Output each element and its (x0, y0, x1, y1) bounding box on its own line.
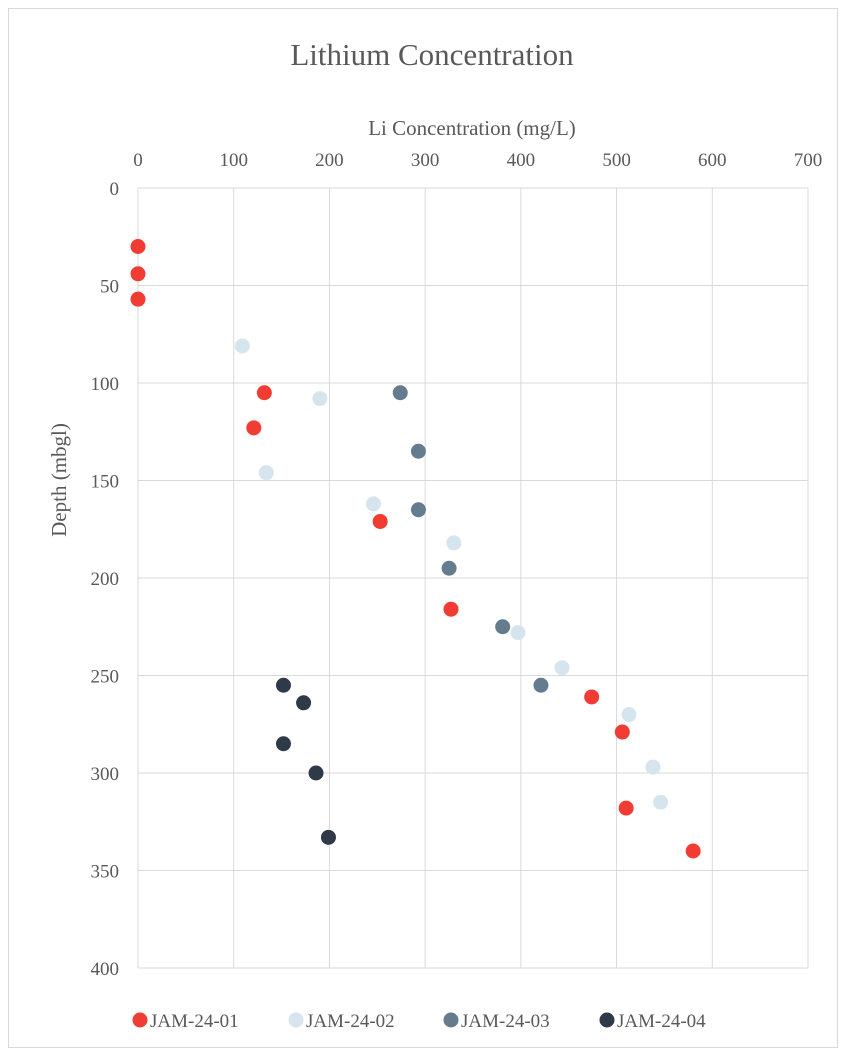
gridlines (137, 187, 809, 969)
y-tick-label: 100 (91, 374, 120, 395)
legend-item: JAM-24-03 (443, 1011, 550, 1032)
data-point (621, 707, 637, 722)
y-tick-label: 150 (91, 472, 120, 493)
data-point (365, 496, 381, 512)
data-point (443, 601, 459, 617)
y-tick-label: 400 (91, 959, 120, 980)
data-point (258, 465, 274, 481)
x-tick-label: 700 (794, 150, 823, 171)
series-jam-24-03 (392, 385, 549, 693)
data-point (685, 843, 701, 859)
legend-marker (443, 1012, 459, 1028)
data-point (392, 385, 408, 401)
data-point (495, 619, 511, 635)
series-jam-24-02 (234, 338, 669, 810)
data-point (130, 291, 146, 307)
data-point (296, 695, 312, 711)
y-tick-label: 50 (100, 277, 119, 298)
x-tick-labels: 0 100 200 300 400 500 600 700 (133, 150, 822, 171)
legend-label: JAM-24-01 (150, 1011, 239, 1032)
y-tick-label: 0 (110, 179, 120, 200)
x-tick-label: 500 (602, 150, 631, 171)
y-tick-label: 200 (91, 569, 120, 590)
x-tick-label: 200 (315, 150, 344, 171)
series-jam-24-04 (275, 677, 336, 845)
data-point (275, 736, 291, 752)
data-point (320, 829, 336, 845)
legend-marker (288, 1012, 304, 1028)
data-point (130, 266, 146, 282)
data-point (618, 800, 634, 816)
y-axis-title: Depth (mbgl) (47, 423, 71, 537)
chart-area (8, 8, 838, 1048)
data-point (510, 625, 526, 641)
legend-item: JAM-24-02 (288, 1011, 395, 1032)
legend: JAM-24-01 JAM-24-02 JAM-24-03 JAM-24-04 (132, 1011, 706, 1032)
data-point (653, 794, 669, 810)
y-tick-label: 300 (91, 764, 120, 785)
data-point (645, 759, 661, 775)
x-tick-label: 100 (219, 150, 248, 171)
legend-marker (132, 1012, 148, 1028)
data-point (234, 338, 250, 354)
plot-points (130, 239, 701, 859)
data-point (275, 677, 291, 693)
data-point (246, 420, 262, 436)
y-tick-label: 350 (91, 862, 120, 883)
data-point (554, 660, 570, 676)
x-tick-label: 300 (411, 150, 440, 171)
y-tick-labels: 0 50 100 150 200 250 300 350 400 (91, 179, 120, 980)
x-tick-label: 400 (507, 150, 536, 171)
chart-title: Lithium Concentration (290, 37, 574, 72)
legend-label: JAM-24-04 (617, 1011, 706, 1032)
data-point (446, 535, 462, 551)
data-point (614, 724, 630, 740)
data-point (533, 677, 549, 693)
data-point (130, 239, 146, 254)
legend-item: JAM-24-04 (599, 1011, 706, 1032)
data-point (312, 391, 328, 407)
data-point (372, 513, 388, 529)
legend-marker (599, 1012, 615, 1028)
x-tick-label: 600 (698, 150, 727, 171)
data-point (410, 502, 426, 518)
data-point (584, 689, 600, 705)
y-tick-label: 250 (91, 667, 120, 688)
data-point (410, 443, 426, 459)
data-point (308, 765, 324, 781)
legend-label: JAM-24-02 (306, 1011, 395, 1032)
legend-label: JAM-24-03 (461, 1011, 550, 1032)
x-axis-title: Li Concentration (mg/L) (368, 116, 576, 140)
data-point (256, 385, 272, 401)
legend-item: JAM-24-01 (132, 1011, 239, 1032)
data-point (441, 560, 457, 576)
x-tick-label: 0 (133, 150, 143, 171)
series-jam-24-01 (130, 239, 701, 859)
